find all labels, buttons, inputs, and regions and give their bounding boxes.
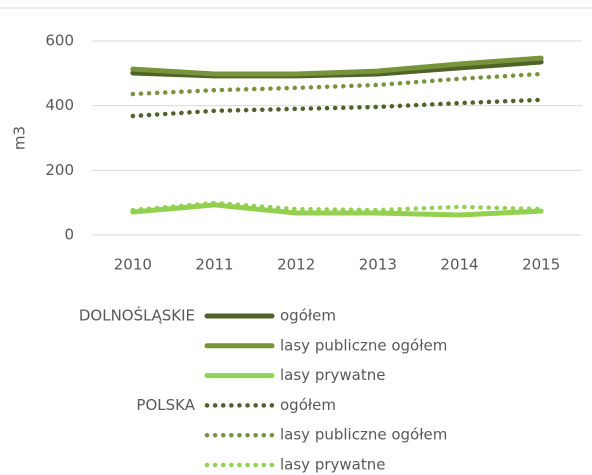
- series-line: [130, 55, 544, 77]
- legend-label: ogółem: [280, 307, 336, 325]
- x-tick-label: 2010: [114, 256, 152, 274]
- y-tick-label: 600: [45, 32, 74, 50]
- legend-label: lasy publiczne ogółem: [280, 426, 447, 444]
- legend-label: lasy publiczne ogółem: [280, 336, 447, 354]
- x-tick-label: 2012: [277, 256, 315, 274]
- series-line: [130, 97, 544, 119]
- legend-group-label: DOLNOŚLĄSKIE: [79, 306, 195, 325]
- x-tick-label: 2015: [522, 256, 560, 274]
- y-tick-label: 200: [45, 161, 74, 179]
- x-tick-label: 2013: [359, 256, 397, 274]
- legend-label: lasy prywatne: [280, 456, 385, 474]
- y-tick-label: 0: [64, 226, 74, 244]
- series-line: [130, 71, 544, 97]
- y-axis-label: m3: [11, 126, 29, 150]
- series-line: [130, 200, 544, 213]
- y-tick-label: 400: [45, 96, 74, 114]
- series-line: [130, 202, 544, 218]
- x-tick-label: 2014: [440, 256, 478, 274]
- legend-label: lasy prywatne: [280, 366, 385, 384]
- x-tick-label: 2011: [195, 256, 233, 274]
- legend-group-label: POLSKA: [136, 396, 195, 414]
- legend-label: ogółem: [280, 396, 336, 414]
